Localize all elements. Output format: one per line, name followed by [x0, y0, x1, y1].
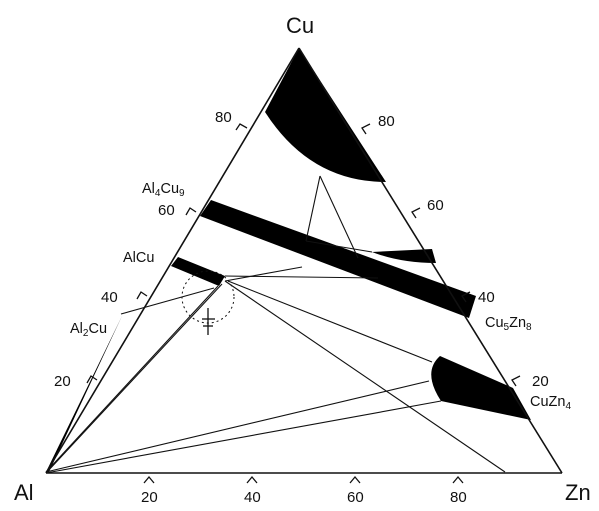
- left-tick-label: 80: [215, 109, 232, 126]
- right-tick-label: 80: [378, 113, 395, 130]
- bottom-tick-label: 80: [450, 489, 467, 506]
- phase-label-alcu: AlCu: [123, 250, 154, 266]
- cuzn4-phase-region: [431, 356, 531, 420]
- phase-label-al4cu9: Al4Cu9: [142, 181, 185, 199]
- corner-label-al: Al: [14, 480, 34, 505]
- phase-label-cuzn4: CuZn4: [530, 394, 571, 412]
- right-tick-label: 40: [478, 289, 495, 306]
- cu-rich-phase-region: [265, 48, 386, 182]
- corner-label-cu: Cu: [286, 13, 314, 38]
- cross-marker: [202, 308, 215, 335]
- bottom-tick-label: 60: [347, 489, 364, 506]
- phase-label-al2cu: Al2Cu: [70, 321, 107, 339]
- al-rich-phase-sliver: [46, 316, 122, 472]
- mid-phase-lens: [372, 249, 436, 263]
- bottom-tick-label: 40: [244, 489, 261, 506]
- tick-marks: [86, 123, 521, 484]
- tie-lines: [45, 175, 506, 474]
- right-tick-label: 60: [427, 197, 444, 214]
- al4cu9-phase-band: [200, 200, 476, 318]
- right-tick-label: 20: [532, 373, 549, 390]
- left-tick-label: 60: [158, 202, 175, 219]
- left-tick-label: 20: [54, 373, 71, 390]
- bottom-tick-label: 20: [141, 489, 158, 506]
- corner-label-zn: Zn: [565, 480, 591, 505]
- triangle-outline: [45, 47, 563, 474]
- phase-label-cu5zn8: Cu5Zn8: [485, 315, 532, 333]
- alcu-phase-band: [171, 257, 225, 286]
- left-tick-label: 40: [101, 289, 118, 306]
